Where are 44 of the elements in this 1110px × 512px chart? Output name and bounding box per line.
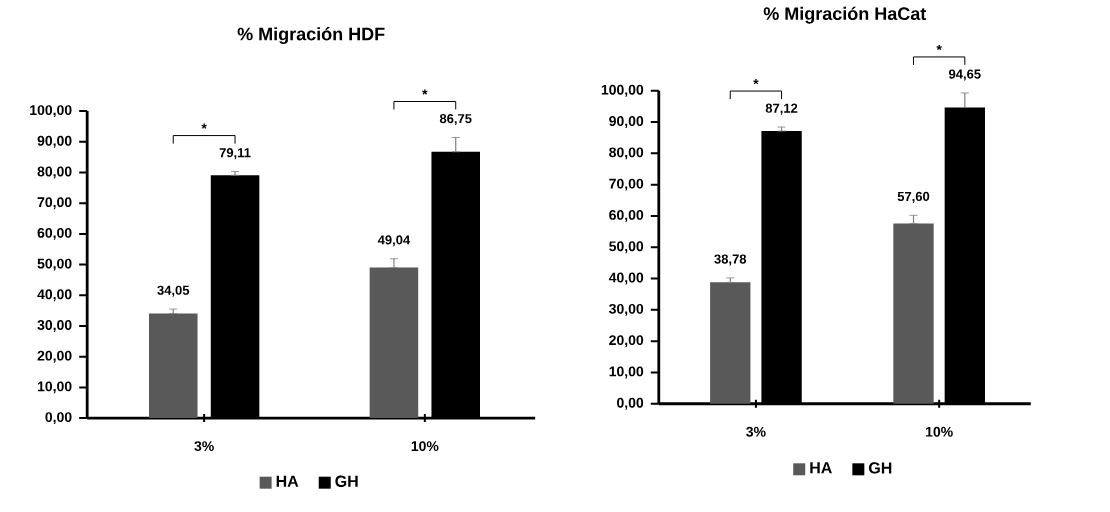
data-label: 34,05 [157, 285, 190, 297]
data-label: 94,65 [948, 69, 981, 81]
y-tick-label: 0,00 [45, 412, 72, 425]
y-tick-label: 30,00 [609, 304, 644, 316]
data-label: 87,12 [765, 103, 798, 115]
y-tick-label: 90,00 [609, 116, 644, 129]
y-tick-label: 60,00 [609, 210, 644, 223]
y-tick-label: 100,00 [30, 105, 72, 118]
y-tick-label: 60,00 [37, 228, 72, 240]
x-tick-label: 10% [926, 426, 953, 437]
y-tick-label: 20,00 [609, 335, 644, 348]
legend-label: GH [869, 462, 892, 474]
y-tick-label: 10,00 [37, 381, 72, 394]
y-tick-label: 40,00 [608, 272, 644, 285]
data-label: 86,75 [439, 114, 472, 126]
legend-label: GH [335, 475, 358, 488]
y-tick-label: 30,00 [37, 320, 72, 333]
data-label: 79,11 [219, 148, 251, 160]
text: * [936, 45, 942, 51]
y-tick-label: 20,00 [37, 350, 72, 363]
x-tick-label: 3% [194, 441, 214, 452]
text: * [753, 79, 759, 85]
y-tick-label: 50,00 [609, 241, 644, 254]
y-tick-label: 10,00 [609, 366, 644, 379]
y-tick-label: 40,00 [37, 289, 72, 302]
legend-label: HA [810, 462, 832, 474]
y-tick-label: 90,00 [37, 135, 72, 148]
y-tick-label: 50,00 [37, 258, 72, 271]
chart-title: % Migración HDF [237, 27, 385, 45]
y-tick-label: 70,00 [37, 197, 72, 210]
y-tick-label: 80,00 [609, 147, 644, 160]
legend-label: HA [276, 475, 299, 487]
y-tick-label: 70,00 [609, 178, 644, 191]
y-tick-label: 100,00 [601, 84, 644, 97]
y-tick-label: 0,00 [617, 397, 644, 410]
x-tick-label: 3% [746, 426, 766, 437]
data-label: 57,60 [897, 191, 930, 204]
annotation: * [201, 123, 207, 129]
x-tick-label: 10% [411, 441, 439, 452]
chart-title: % Migración HaCat [763, 6, 927, 24]
data-label: 38,78 [714, 254, 747, 266]
data-label: 49,04 [377, 235, 411, 247]
y-tick-label: 80,00 [37, 166, 72, 179]
text: * [422, 89, 428, 95]
